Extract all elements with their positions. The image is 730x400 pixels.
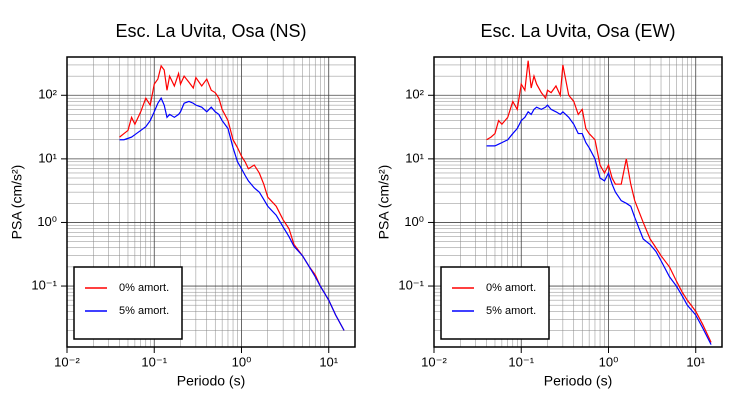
legend-label: 5% amort. [119,305,169,317]
y-tick-label: 10⁰ [37,214,57,229]
x-tick-label: 10⁻¹ [141,354,167,369]
y-axis-label: PSA (cm/s²) [9,165,25,240]
y-tick-label: 10⁻¹ [31,277,57,292]
chart-title: Esc. La Uvita, Osa (EW) [480,21,675,41]
x-axis-label: Periodo (s) [177,373,245,389]
y-axis-label: PSA (cm/s²) [376,165,392,240]
x-tick-label: 10¹ [319,354,338,369]
legend-label: 0% amort. [486,282,536,294]
y-tick-label: 10¹ [38,150,57,165]
x-tick-label: 10¹ [686,354,705,369]
x-tick-label: 10⁻¹ [508,354,534,369]
x-axis-label: Periodo (s) [544,373,612,389]
legend-label: 0% amort. [119,282,169,294]
x-tick-label: 10⁰ [232,354,252,369]
series-line [119,96,345,331]
series-line [486,104,712,345]
legend-label: 5% amort. [486,305,536,317]
series-line [119,64,345,331]
x-tick-label: 10⁻² [54,354,80,369]
plot-frame [433,56,723,348]
y-tick-label: 10² [405,87,424,102]
chart-title: Esc. La Uvita, Osa (NS) [115,21,306,41]
legend-box [440,266,550,340]
x-tick-label: 10⁰ [599,354,619,369]
y-tick-label: 10⁰ [404,214,424,229]
y-tick-label: 10² [38,87,57,102]
y-tick-label: 10⁻¹ [398,277,424,292]
y-tick-label: 10¹ [405,150,424,165]
plot-frame [66,56,356,348]
x-tick-label: 10⁻² [421,354,447,369]
legend-box [73,266,183,340]
series-line [486,60,712,343]
